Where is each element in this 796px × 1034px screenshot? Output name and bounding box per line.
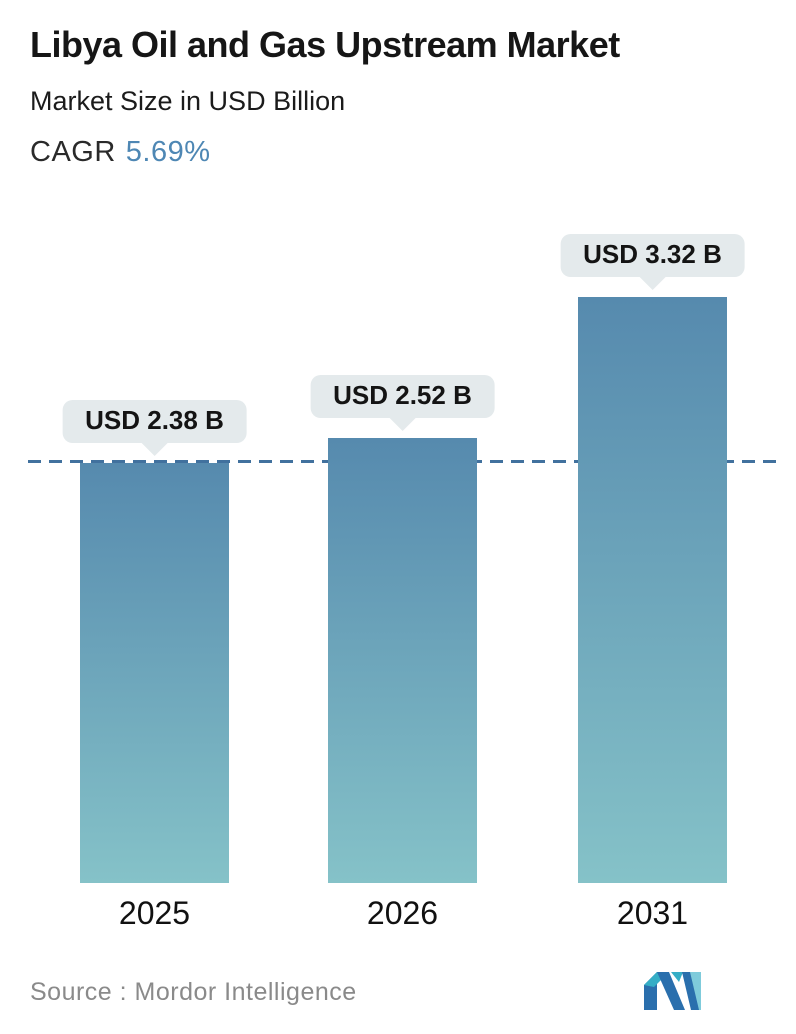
- value-label-2031: USD 3.32 B: [583, 239, 722, 270]
- chart-subtitle: Market Size in USD Billion: [30, 86, 346, 116]
- value-label-bubble-2026: USD 2.52 B: [310, 375, 495, 419]
- cagr-row: CAGR 5.69%: [30, 136, 211, 169]
- source-text: Source : Mordor Intelligence: [30, 978, 357, 1006]
- bar-2026: [328, 438, 477, 883]
- cagr-label: CAGR: [30, 136, 116, 168]
- cagr-value: 5.69%: [125, 136, 211, 168]
- x-tick-2025: 2025: [118, 895, 191, 931]
- value-label-bubble-2025: USD 2.38 B: [62, 399, 247, 443]
- x-tick-2031: 2031: [616, 895, 689, 931]
- logo-shape-blue-diagonal: [657, 972, 685, 1010]
- chart-title: Libya Oil and Gas Upstream Market: [30, 24, 620, 65]
- mordor-intelligence-logo: [644, 972, 701, 1010]
- value-label-2026: USD 2.52 B: [333, 380, 472, 411]
- logo-shape-teal-notch: [671, 972, 683, 982]
- logo-shape-blue-right-bar: [682, 972, 699, 1010]
- value-label-2025: USD 2.38 B: [85, 404, 224, 435]
- x-tick-2026: 2026: [366, 895, 439, 931]
- plot-area: USD 2.38 B 2025 USD 2.52 B 2026 USD 3.32…: [0, 220, 796, 931]
- bar-2031: [578, 297, 727, 883]
- value-label-bubble-2031: USD 3.32 B: [560, 234, 745, 278]
- bar-2025: [80, 462, 229, 883]
